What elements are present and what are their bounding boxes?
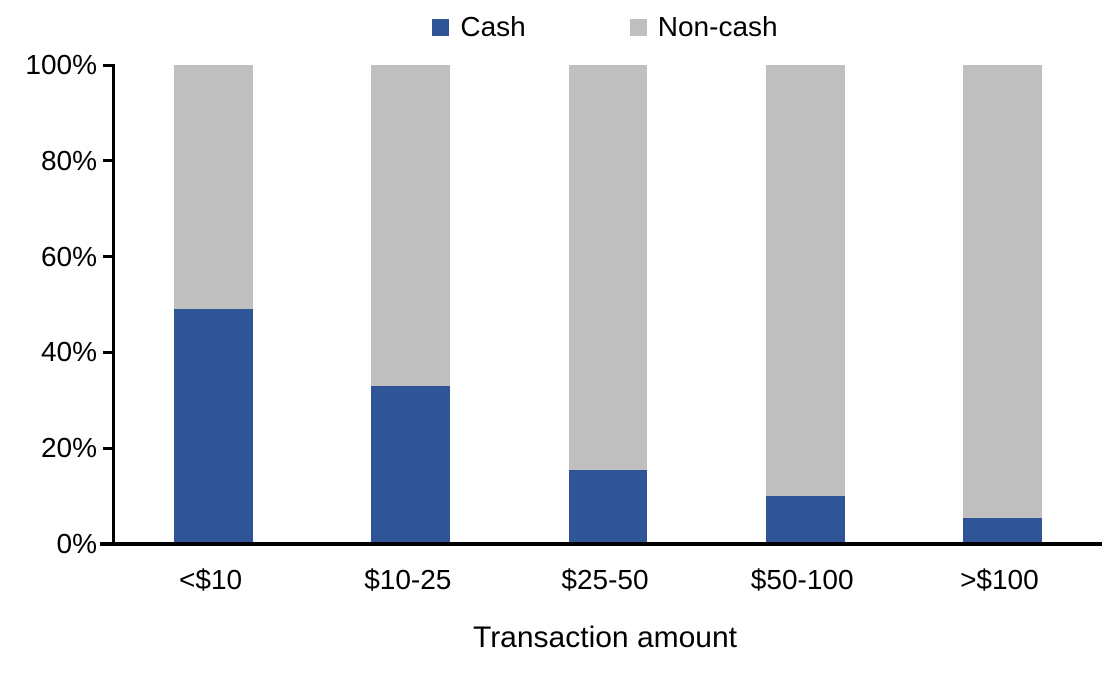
bar-non-cash-10-25 [371,65,451,386]
y-tick-label-40: 40% [40,336,97,368]
bar-non-cash-25-50 [568,65,648,470]
y-tick-label-60: 60% [40,240,97,272]
y-tick-mark-80 [103,159,115,163]
y-tick-label-0: 0% [56,528,97,559]
x-tick-label-50-100: $50-100 [750,564,854,595]
x-tick-label-25-50: $25-50 [561,564,649,595]
chart-legend: Cash Non-cash [112,10,1098,44]
bar-cash-10-25 [371,385,451,544]
y-tick-label-100: 100% [25,49,97,80]
y-axis-labels: 0% 20% 40% 60% 80% 100% [0,49,97,559]
legend-label-cash: Cash [460,11,526,42]
x-axis-line [100,542,1102,546]
y-tick-mark-100 [103,63,115,67]
y-tick-label-80: 80% [40,144,97,176]
y-tick-mark-20 [103,446,115,450]
plot-area [103,63,1101,546]
legend-item-cash: Cash [432,10,526,44]
x-tick-label-10: <$10 [179,564,243,595]
bar-cash-100 [962,517,1042,544]
cash-swatch-icon [432,18,450,36]
noncash-swatch-icon [629,18,647,36]
x-tick-label-100: >$100 [960,564,1039,595]
x-axis-labels: <$10 $10-25 $25-50 $50-100 >$100 [112,558,1098,602]
bar-cash-10 [174,309,254,544]
x-axis-title: Transaction amount [472,621,738,654]
bar-cash-50-100 [765,496,845,544]
bar-cash-25-50 [568,469,648,544]
y-tick-mark-40 [103,350,115,354]
y-tick-mark-60 [103,255,115,259]
bar-non-cash-100 [962,65,1042,518]
y-tick-label-20: 20% [40,432,97,464]
legend-label-noncash: Non-cash [657,11,778,42]
legend-item-noncash: Non-cash [629,10,778,44]
bar-non-cash-10 [174,65,254,310]
x-tick-label-10-25: $10-25 [364,564,452,595]
bar-non-cash-50-100 [765,65,845,497]
